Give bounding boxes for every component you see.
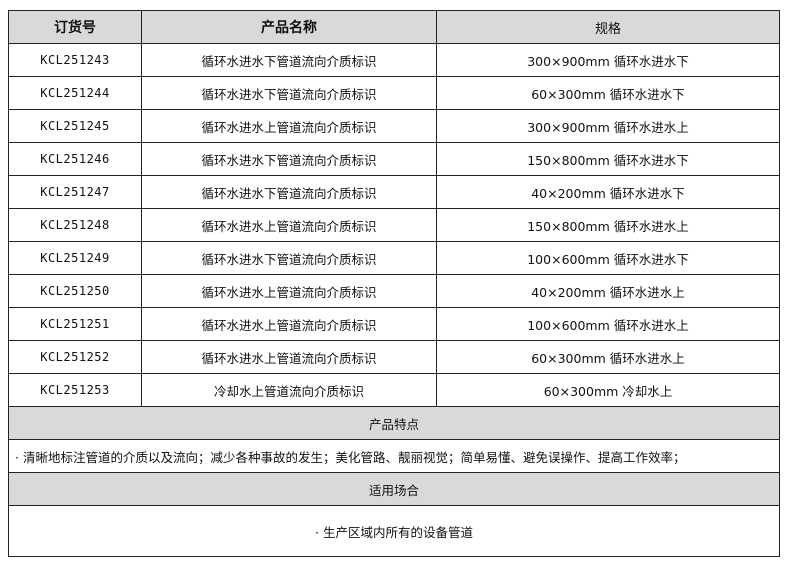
product-name-cell: 循环水进水下管道流向介质标识 (141, 241, 437, 275)
product-name-cell: 循环水进水下管道流向介质标识 (141, 76, 437, 110)
table-row: KCL251252 循环水进水上管道流向介质标识 60×300mm 循环水进水上 (8, 340, 780, 374)
order-number-cell: KCL251247 (8, 175, 142, 209)
product-name-cell: 循环水进水上管道流向介质标识 (141, 208, 437, 242)
order-number-cell: KCL251248 (8, 208, 142, 242)
product-name-cell: 循环水进水上管道流向介质标识 (141, 274, 437, 308)
order-number-cell: KCL251243 (8, 43, 142, 77)
table-row: KCL251246 循环水进水下管道流向介质标识 150×800mm 循环水进水下 (8, 142, 780, 176)
features-title: 产品特点 (8, 406, 780, 440)
table-row: KCL251251 循环水进水上管道流向介质标识 100×600mm 循环水进水上 (8, 307, 780, 341)
order-number-cell: KCL251253 (8, 373, 142, 407)
header-order-number: 订货号 (8, 10, 142, 44)
product-name-cell: 冷却水上管道流向介质标识 (141, 373, 437, 407)
spec-cell: 60×300mm 冷却水上 (436, 373, 780, 407)
table-row: KCL251245 循环水进水上管道流向介质标识 300×900mm 循环水进水上 (8, 109, 780, 143)
spec-cell: 300×900mm 循环水进水下 (436, 43, 780, 77)
order-number-cell: KCL251251 (8, 307, 142, 341)
order-number-cell: KCL251249 (8, 241, 142, 275)
spec-cell: 150×800mm 循环水进水下 (436, 142, 780, 176)
table-row: KCL251248 循环水进水上管道流向介质标识 150×800mm 循环水进水上 (8, 208, 780, 242)
table-header: 订货号 产品名称 规格 (8, 10, 780, 44)
order-number-cell: KCL251244 (8, 76, 142, 110)
applications-title: 适用场合 (8, 472, 780, 506)
table-row: KCL251243 循环水进水下管道流向介质标识 300×900mm 循环水进水下 (8, 43, 780, 77)
order-number-cell: KCL251252 (8, 340, 142, 374)
spec-cell: 60×300mm 循环水进水上 (436, 340, 780, 374)
product-name-cell: 循环水进水上管道流向介质标识 (141, 109, 437, 143)
spec-cell: 150×800mm 循环水进水上 (436, 208, 780, 242)
spec-cell: 100×600mm 循环水进水下 (436, 241, 780, 275)
order-number-cell: KCL251246 (8, 142, 142, 176)
spec-cell: 60×300mm 循环水进水下 (436, 76, 780, 110)
table-row: KCL251247 循环水进水下管道流向介质标识 40×200mm 循环水进水下 (8, 175, 780, 209)
spec-cell: 100×600mm 循环水进水上 (436, 307, 780, 341)
product-name-cell: 循环水进水下管道流向介质标识 (141, 175, 437, 209)
product-name-cell: 循环水进水上管道流向介质标识 (141, 307, 437, 341)
order-number-cell: KCL251245 (8, 109, 142, 143)
spec-cell: 40×200mm 循环水进水上 (436, 274, 780, 308)
header-product-name: 产品名称 (141, 10, 437, 44)
product-name-cell: 循环水进水下管道流向介质标识 (141, 43, 437, 77)
product-name-cell: 循环水进水上管道流向介质标识 (141, 340, 437, 374)
spec-cell: 40×200mm 循环水进水下 (436, 175, 780, 209)
features-text: · 清晰地标注管道的介质以及流向；减少各种事故的发生；美化管路、靓丽视觉；简单易… (8, 439, 780, 473)
header-spec: 规格 (436, 10, 780, 44)
table-row: KCL251244 循环水进水下管道流向介质标识 60×300mm 循环水进水下 (8, 76, 780, 110)
table-row: KCL251249 循环水进水下管道流向介质标识 100×600mm 循环水进水下 (8, 241, 780, 275)
product-name-cell: 循环水进水下管道流向介质标识 (141, 142, 437, 176)
table-row: KCL251253 冷却水上管道流向介质标识 60×300mm 冷却水上 (8, 373, 780, 407)
table-row: KCL251250 循环水进水上管道流向介质标识 40×200mm 循环水进水上 (8, 274, 780, 308)
product-table: 订货号 产品名称 规格 KCL251243 循环水进水下管道流向介质标识 300×9… (8, 10, 780, 557)
order-number-cell: KCL251250 (8, 274, 142, 308)
applications-text: · 生产区域内所有的设备管道 (8, 505, 780, 557)
spec-cell: 300×900mm 循环水进水上 (436, 109, 780, 143)
